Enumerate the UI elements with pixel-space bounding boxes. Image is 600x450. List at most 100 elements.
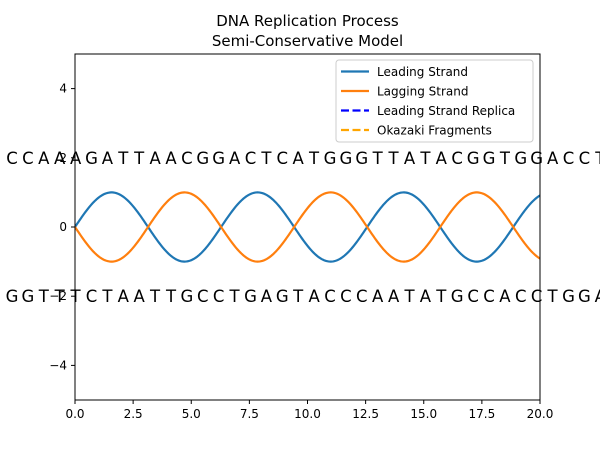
- series-line-1: [75, 191, 540, 263]
- base-letter: T: [149, 287, 161, 306]
- legend-label-4: Okazaki Fragments: [377, 124, 492, 138]
- base-letter: T: [133, 149, 145, 168]
- base-letter: G: [451, 287, 464, 306]
- base-letter: G: [340, 149, 353, 168]
- chart-subtitle: Semi-Conservative Model: [212, 32, 403, 50]
- base-letter: T: [547, 287, 559, 306]
- base-letter: A: [38, 149, 50, 168]
- base-letter: C: [483, 287, 495, 306]
- base-letter: T: [372, 149, 384, 168]
- x-tick-label: 17.5: [469, 407, 496, 421]
- base-letter: G: [578, 287, 591, 306]
- base-letter: A: [229, 149, 241, 168]
- base-letter: A: [102, 149, 114, 168]
- base-letter: T: [38, 287, 50, 306]
- base-letter: T: [594, 149, 600, 168]
- base-letter: C: [86, 287, 98, 306]
- base-letter: G: [276, 287, 289, 306]
- base-letter: G: [6, 287, 19, 306]
- base-letter: A: [149, 149, 161, 168]
- base-letter: T: [435, 287, 447, 306]
- base-letter: C: [531, 287, 543, 306]
- x-tick-label: 15.0: [410, 407, 437, 421]
- base-letter: G: [22, 287, 35, 306]
- sequence-top: CCAAAGATTAACGGACTCATGGGTTATACGGTGGACCT: [6, 149, 600, 168]
- base-letter: T: [308, 149, 320, 168]
- base-letter: A: [165, 149, 177, 168]
- base-letter: A: [308, 287, 320, 306]
- base-letter: C: [181, 149, 193, 168]
- base-letter: A: [261, 287, 273, 306]
- legend: Leading Strand Lagging Strand Leading Stra…: [335, 59, 534, 143]
- base-letter: G: [355, 149, 368, 168]
- base-letter: G: [514, 149, 527, 168]
- legend-label-2: Lagging Strand: [377, 85, 468, 99]
- series-line-2: [75, 191, 540, 263]
- base-letter: T: [165, 287, 177, 306]
- base-letter: G: [530, 149, 543, 168]
- base-letter: T: [292, 287, 304, 306]
- x-tick-label: 10.0: [294, 407, 321, 421]
- base-letter: C: [451, 149, 463, 168]
- base-letter: G: [324, 149, 337, 168]
- base-letter: A: [499, 287, 511, 306]
- base-letter: A: [595, 287, 600, 306]
- base-letter: C: [579, 149, 591, 168]
- base-letter: T: [419, 149, 431, 168]
- x-tick-label: 20.0: [527, 407, 554, 421]
- legend-box: [335, 59, 534, 143]
- y-tick-label: 2: [59, 151, 67, 165]
- base-letter: C: [324, 287, 336, 306]
- legend-label-1: Leading Strand: [377, 65, 468, 79]
- base-letter: A: [436, 149, 448, 168]
- base-letter: C: [213, 287, 225, 306]
- x-tick-label: 5.0: [182, 407, 201, 421]
- base-letter: G: [181, 287, 194, 306]
- base-letter: T: [229, 287, 241, 306]
- base-letter: A: [372, 287, 384, 306]
- legend-label-3: Leading Strand Replica: [377, 104, 515, 118]
- base-letter: G: [244, 287, 257, 306]
- base-letter: T: [388, 149, 400, 168]
- series-group: [75, 191, 540, 263]
- y-tick-label: −4: [49, 358, 67, 372]
- base-letter: G: [483, 149, 496, 168]
- chart-title: DNA Replication Process: [216, 12, 399, 30]
- y-tick-label: −2: [49, 289, 67, 303]
- x-tick-label: 2.5: [124, 407, 143, 421]
- base-letter: C: [22, 149, 34, 168]
- plot-area: 0.0 2.5 5.0 7.5 10.0 12.5 15.0 17.5 20.0 −4 −2 0 2 4 L…: [6, 53, 600, 421]
- base-letter: G: [196, 149, 209, 168]
- base-letter: A: [420, 287, 432, 306]
- base-letter: T: [499, 149, 511, 168]
- base-letter: T: [403, 287, 415, 306]
- base-letter: A: [118, 287, 130, 306]
- base-letter: C: [6, 149, 18, 168]
- sequence-bottom: GGTTTCTAATTGCCTGAGTACCCAATATGCCACCTGGA: [6, 287, 600, 306]
- base-letter: A: [54, 149, 66, 168]
- base-letter: A: [547, 149, 559, 168]
- base-letter: C: [563, 149, 575, 168]
- base-letter: G: [85, 149, 98, 168]
- base-letter: A: [134, 287, 146, 306]
- base-letter: C: [356, 287, 368, 306]
- x-tick-label: 0.0: [65, 407, 84, 421]
- base-letter: T: [101, 287, 113, 306]
- x-tick-label: 7.5: [240, 407, 259, 421]
- base-letter: G: [562, 287, 575, 306]
- base-letter: T: [70, 287, 82, 306]
- base-letter: A: [293, 149, 305, 168]
- base-letter: C: [277, 149, 289, 168]
- base-letter: G: [467, 149, 480, 168]
- base-letter: C: [340, 287, 352, 306]
- base-letter: G: [212, 149, 225, 168]
- y-tick-label: 0: [59, 220, 67, 234]
- y-tick-label: 4: [59, 82, 67, 96]
- base-letter: A: [388, 287, 400, 306]
- base-letter: C: [515, 287, 527, 306]
- base-letter: T: [260, 149, 272, 168]
- base-letter: A: [404, 149, 416, 168]
- base-letter: A: [70, 149, 82, 168]
